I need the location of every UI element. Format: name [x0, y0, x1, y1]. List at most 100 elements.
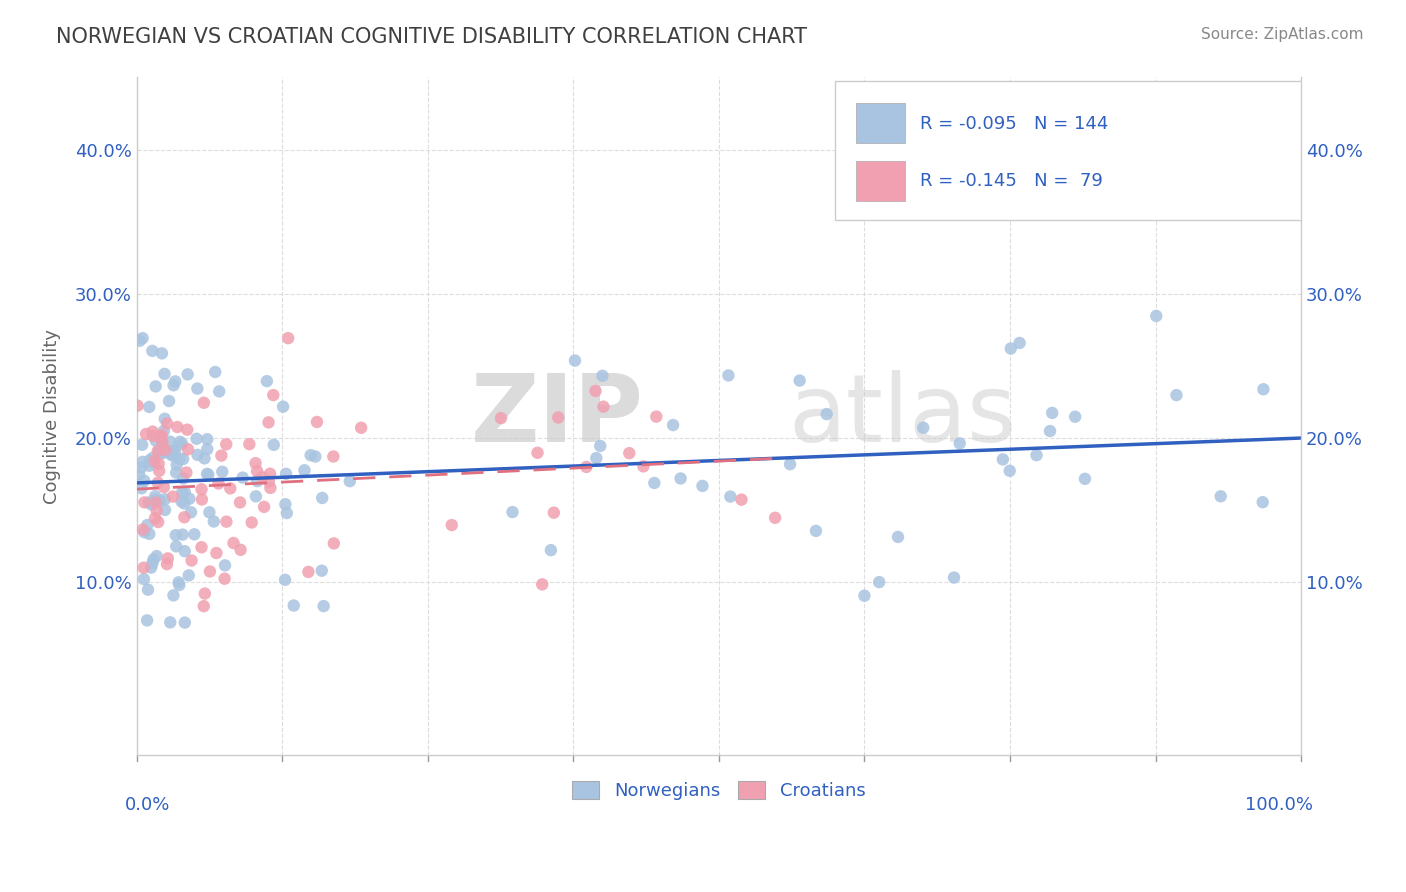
Point — [169, 451, 191, 466]
Point — [149, 430, 172, 444]
Point — [176, 466, 198, 480]
Point — [134, 474, 156, 488]
Point — [789, 374, 811, 388]
Point — [166, 458, 188, 472]
Text: NORWEGIAN VS CROATIAN COGNITIVE DISABILITY CORRELATION CHART: NORWEGIAN VS CROATIAN COGNITIVE DISABILI… — [56, 27, 807, 46]
Point — [949, 436, 972, 450]
Point — [991, 452, 1014, 467]
FancyBboxPatch shape — [856, 161, 905, 201]
Point — [240, 516, 263, 530]
Point — [143, 493, 166, 508]
Point — [229, 495, 252, 509]
Point — [131, 481, 153, 495]
Point — [162, 588, 184, 602]
Point — [134, 525, 156, 540]
Point — [669, 471, 692, 485]
Point — [912, 421, 935, 435]
Point — [153, 480, 176, 494]
Point — [136, 614, 159, 628]
Point — [135, 427, 157, 442]
Point — [998, 464, 1021, 478]
Point — [214, 558, 236, 573]
Point — [619, 446, 641, 460]
Point — [262, 388, 284, 402]
Point — [145, 434, 167, 448]
Point — [209, 449, 232, 463]
Point — [585, 384, 607, 398]
Point — [143, 511, 166, 525]
Point — [283, 599, 305, 613]
Point — [1064, 409, 1087, 424]
Point — [153, 503, 176, 517]
Point — [299, 448, 322, 462]
Point — [190, 541, 212, 555]
Point — [143, 454, 166, 468]
Text: atlas: atlas — [789, 370, 1017, 462]
Point — [152, 435, 174, 450]
Point — [643, 475, 665, 490]
Point — [165, 375, 187, 389]
Point — [202, 515, 225, 529]
Point — [150, 435, 173, 450]
Point — [246, 474, 269, 488]
Point — [142, 455, 165, 469]
Text: 0.0%: 0.0% — [125, 796, 170, 814]
Point — [162, 444, 184, 458]
Point — [180, 553, 202, 567]
Point — [131, 438, 153, 452]
Point — [276, 506, 298, 520]
Point — [169, 434, 191, 449]
Point — [868, 575, 890, 590]
Point — [153, 442, 176, 457]
FancyBboxPatch shape — [856, 103, 905, 144]
Point — [526, 446, 548, 460]
Point — [246, 464, 269, 478]
Point — [138, 495, 160, 509]
Point — [142, 552, 165, 566]
Point — [193, 451, 215, 466]
Point — [145, 379, 167, 393]
Point — [222, 536, 245, 550]
Point — [145, 549, 167, 563]
Point — [263, 438, 285, 452]
Point — [172, 527, 194, 541]
Point — [943, 570, 966, 584]
Point — [146, 515, 169, 529]
Point — [172, 485, 194, 500]
Point — [763, 510, 786, 524]
Point — [142, 429, 165, 443]
Point — [183, 527, 205, 541]
Text: R = -0.095   N = 144: R = -0.095 N = 144 — [921, 114, 1109, 133]
Point — [195, 467, 218, 481]
Point — [274, 573, 297, 587]
Point — [138, 400, 160, 414]
Point — [252, 470, 274, 484]
Point — [162, 378, 184, 392]
Point — [198, 565, 221, 579]
Point — [259, 467, 281, 481]
Point — [153, 367, 176, 381]
Point — [157, 394, 180, 409]
Point — [339, 474, 361, 488]
Point — [304, 450, 326, 464]
Point — [311, 491, 333, 505]
Point — [815, 407, 838, 421]
Point — [170, 494, 193, 508]
Point — [138, 453, 160, 467]
Point — [311, 564, 333, 578]
Point — [350, 421, 373, 435]
Point — [887, 530, 910, 544]
Point — [1253, 382, 1275, 396]
Point — [259, 481, 281, 495]
Point — [156, 417, 179, 431]
Point — [146, 444, 169, 458]
Point — [585, 451, 607, 466]
Point — [312, 599, 335, 614]
Point — [145, 503, 167, 517]
Point — [1144, 309, 1167, 323]
Point — [148, 457, 170, 471]
Legend: Norwegians, Croatians: Norwegians, Croatians — [565, 773, 873, 807]
Point — [645, 409, 668, 424]
Point — [179, 491, 201, 506]
Point — [1209, 489, 1232, 503]
